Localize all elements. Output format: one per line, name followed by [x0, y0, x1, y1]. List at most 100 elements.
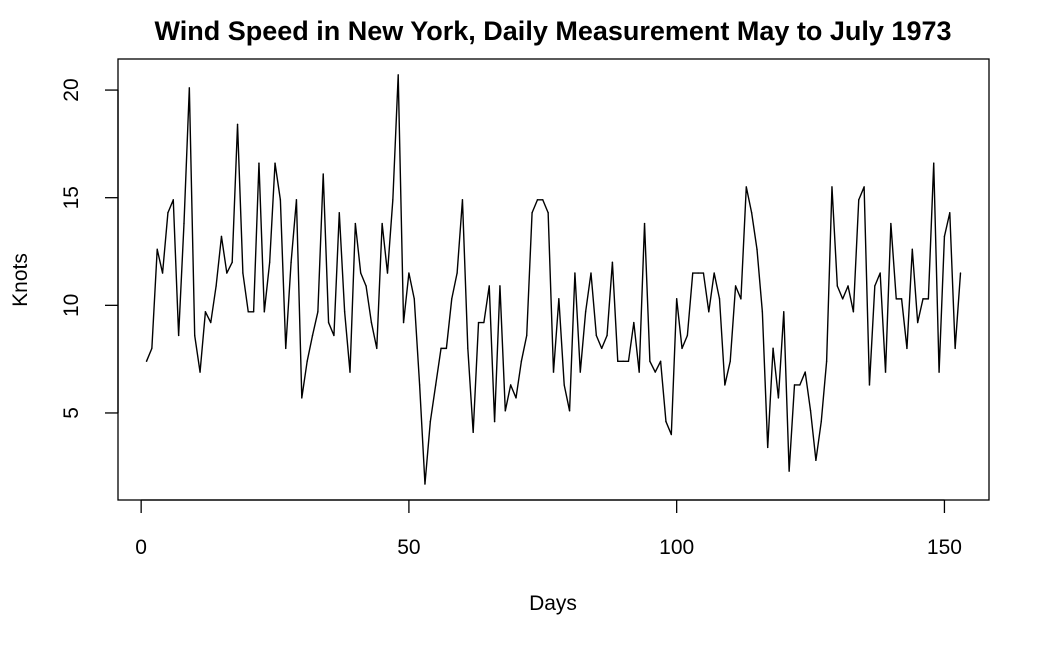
data-point: [799, 384, 801, 386]
data-point: [247, 311, 249, 313]
data-point: [268, 261, 271, 263]
data-point: [825, 360, 828, 362]
data-point: [220, 235, 223, 238]
data-point: [767, 446, 769, 449]
data-point: [633, 321, 635, 324]
data-point: [370, 321, 373, 324]
data-point: [226, 272, 228, 274]
data-point: [900, 298, 903, 300]
data-point: [488, 285, 490, 287]
data-point: [204, 311, 207, 313]
data-point: [333, 334, 335, 337]
data-point: [879, 272, 881, 274]
data-point: [820, 420, 822, 423]
x-axis-label: Days: [529, 592, 577, 615]
data-point: [558, 298, 560, 300]
data-point: [622, 360, 624, 362]
y-tick-label: 20: [60, 78, 83, 101]
data-point: [542, 199, 544, 201]
data-point: [938, 371, 940, 373]
data-point: [761, 311, 764, 313]
y-tick-label: 10: [60, 294, 83, 317]
data-point: [167, 212, 169, 214]
data-point: [408, 272, 410, 274]
data-point: [242, 272, 244, 274]
data-point: [360, 272, 362, 274]
data-point: [906, 347, 908, 350]
data-point: [263, 311, 266, 313]
data-point: [161, 272, 164, 274]
data-point: [750, 212, 753, 214]
data-point: [509, 384, 512, 386]
data-point: [777, 397, 780, 399]
data-point: [718, 298, 721, 300]
data-point: [376, 347, 378, 350]
data-point: [183, 222, 185, 225]
data-point: [590, 272, 592, 274]
y-tick-label: 5: [60, 407, 83, 419]
data-point: [445, 347, 448, 350]
data-point: [397, 74, 399, 76]
data-point: [675, 298, 678, 300]
data-point: [451, 298, 453, 300]
data-point: [654, 371, 656, 373]
data-point: [858, 199, 860, 201]
x-tick-label: 0: [135, 536, 147, 559]
data-point: [252, 311, 255, 313]
data-point: [954, 347, 956, 350]
data-point: [874, 285, 876, 287]
data-point: [338, 212, 340, 214]
data-point: [836, 285, 839, 287]
data-point: [927, 298, 930, 300]
data-point: [841, 298, 844, 300]
data-point: [574, 272, 576, 274]
data-point: [472, 431, 474, 434]
data-point: [156, 248, 158, 251]
chart-title: Wind Speed in New York, Daily Measuremen…: [154, 16, 951, 46]
data-point: [520, 360, 523, 362]
data-point: [895, 298, 897, 300]
data-point: [343, 311, 346, 313]
data-point: [708, 311, 710, 313]
data-point: [434, 384, 437, 386]
data-point: [831, 186, 833, 188]
data-point: [611, 261, 614, 263]
data-point: [526, 334, 528, 337]
data-point: [402, 321, 405, 324]
data-point: [317, 311, 319, 313]
data-point: [568, 410, 571, 412]
data-point: [467, 347, 469, 350]
data-point: [563, 384, 565, 386]
data-point: [756, 248, 758, 251]
data-point: [151, 347, 153, 350]
data-point: [697, 272, 699, 274]
data-point: [365, 285, 367, 287]
data-point: [933, 162, 935, 164]
data-point: [547, 212, 549, 214]
data-point: [868, 384, 871, 386]
data-point: [418, 384, 421, 386]
data-point: [916, 321, 919, 324]
data-point: [579, 371, 581, 373]
series-group: [145, 74, 962, 485]
data-point: [531, 212, 533, 214]
series-points: [145, 74, 962, 485]
data-point: [327, 321, 330, 324]
y-axis: 5 10 15 20: [60, 78, 119, 419]
data-point: [477, 321, 480, 324]
data-point: [311, 334, 314, 337]
data-point: [290, 261, 292, 263]
data-point: [884, 371, 887, 373]
data-point: [595, 334, 598, 337]
data-point: [413, 298, 415, 300]
data-point: [236, 123, 239, 126]
data-point: [193, 334, 196, 337]
data-point: [386, 272, 389, 274]
data-point: [215, 285, 217, 287]
data-point: [911, 248, 914, 251]
data-point: [199, 371, 201, 373]
data-point: [424, 483, 426, 485]
y-axis-label: Knots: [9, 253, 32, 307]
data-point: [177, 334, 180, 337]
